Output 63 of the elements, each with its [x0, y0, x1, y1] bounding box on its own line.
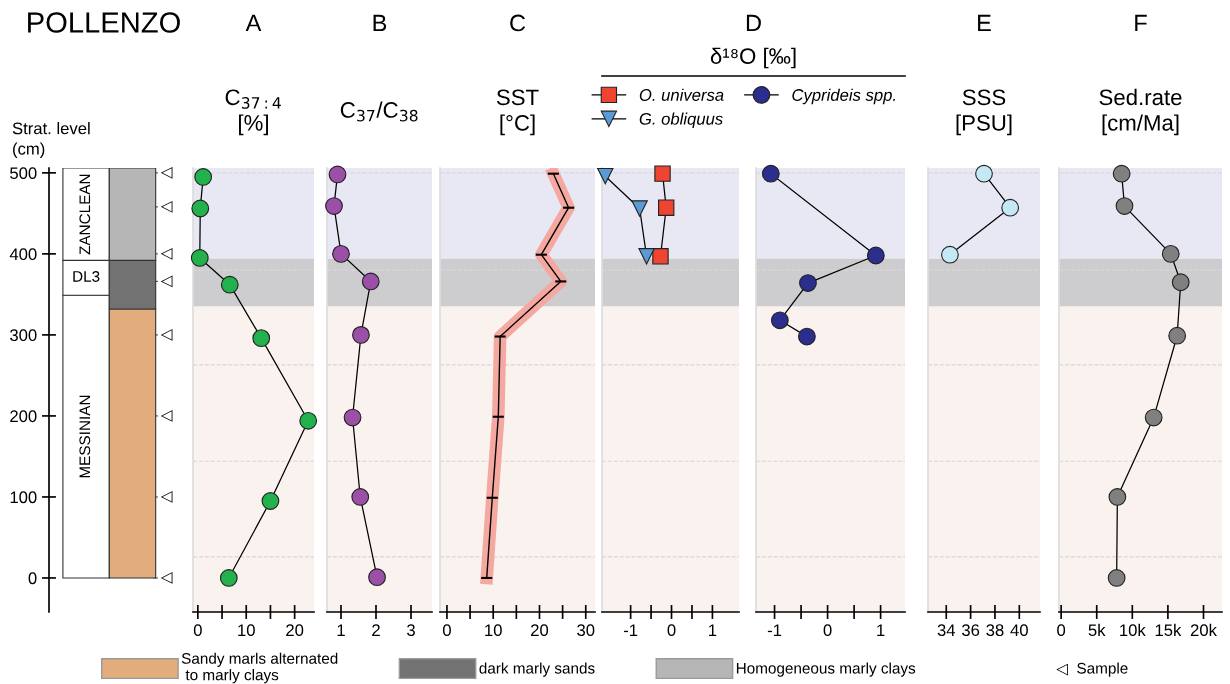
data-label: DL3	[73, 271, 100, 282]
x-tick-label: 2	[372, 624, 380, 636]
chart-title: D	[746, 14, 761, 32]
x-tick-label: 36	[961, 624, 980, 637]
ref-line-label: ◁	[160, 201, 173, 213]
ref-line-label: ◁	[160, 329, 173, 341]
x-tick-label: 10	[238, 624, 255, 637]
x-tick-label: 1	[709, 624, 717, 636]
chart-title: F	[1135, 14, 1147, 32]
chart-title: B	[373, 14, 387, 32]
x-tick-label: 0	[442, 624, 451, 637]
x-tick-label: 20	[531, 624, 549, 637]
x-tick-label: 0	[823, 624, 832, 637]
x-tick-label: 10	[485, 624, 502, 637]
chart-subtitle: C$_{37:4}$ [%]	[225, 89, 281, 136]
ref-line-label: ◁	[160, 491, 173, 503]
chart-subtitle: C$_{37}$/C$_{38}$	[340, 101, 418, 122]
x-tick-label: 0	[667, 624, 676, 637]
y-tick-label: 100	[10, 491, 37, 504]
x-tick-label: 3	[407, 624, 415, 637]
x-tick-label: 15k	[1155, 623, 1182, 637]
x-tick-label: 5k	[1088, 623, 1106, 637]
ref-line-label: ◁	[160, 572, 173, 584]
chart-title: POLLENZO	[28, 12, 180, 33]
y-tick-label: 0	[28, 572, 37, 585]
legend-label: Sandy marls alternated to marly clays	[181, 652, 338, 684]
legend-label: Cyprideis spp.	[792, 88, 896, 105]
y-tick-label: 400	[9, 248, 37, 261]
chart-title: E	[978, 14, 991, 32]
x-tick-label: 30	[577, 624, 595, 637]
data-label: ZANCLEAN	[79, 174, 91, 255]
data-label: MESSINIAN	[79, 395, 91, 478]
chart-subtitle: SSS [PSU]	[956, 89, 1012, 136]
chart-title: A	[245, 14, 262, 32]
x-tick-label: -1	[623, 624, 638, 636]
ref-line-label: ◁	[160, 166, 173, 179]
ref-line-label: ◁	[160, 275, 173, 288]
ref-line-label: ◁	[160, 248, 173, 260]
x-tick-label: 38	[986, 624, 1004, 637]
x-tick-label: 20k	[1190, 623, 1217, 637]
x-tick-label: 1	[877, 624, 885, 636]
x-tick-label: 10k	[1120, 623, 1146, 637]
chart-subtitle: δ¹⁸O [‰]	[710, 47, 796, 69]
y-tick-label: 500	[10, 167, 37, 180]
y-tick-label: 300	[10, 329, 37, 342]
ref-line-label: ◁	[160, 410, 173, 422]
chart-subtitle: SST [°C]	[496, 89, 539, 136]
x-tick-label: -1	[767, 624, 782, 636]
y-tick-label: 200	[10, 410, 37, 423]
legend-label: Homogeneous marly clays	[736, 662, 916, 677]
text: ◁ Sample	[1056, 662, 1128, 677]
legend-label: dark marly sands	[479, 662, 595, 677]
chart-subtitle: Sed.rate [cm/Ma]	[1099, 88, 1182, 136]
x-tick-label: 0	[193, 624, 202, 637]
x-tick-label: 1	[337, 624, 345, 636]
x-tick-label: 34	[937, 624, 956, 637]
legend-label: G. obliquus	[639, 112, 723, 129]
x-tick-label: 20	[286, 624, 304, 637]
y-axis-title: Strat. level (cm)	[12, 122, 90, 158]
x-tick-label: 0	[1057, 624, 1066, 637]
legend-label: O. universa	[639, 88, 724, 101]
x-tick-label: 40	[1010, 624, 1028, 637]
chart-title: C	[510, 14, 526, 32]
